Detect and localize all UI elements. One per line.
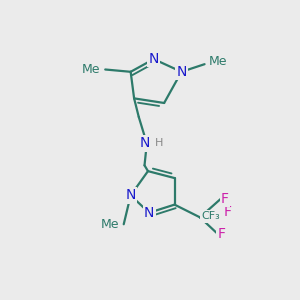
Text: Me: Me (100, 218, 119, 231)
Text: N: N (125, 188, 136, 203)
Text: Me: Me (82, 63, 100, 76)
Text: F: F (218, 226, 225, 241)
Text: N: N (139, 136, 150, 150)
Text: CF₃: CF₃ (202, 211, 220, 221)
Text: F: F (221, 192, 229, 206)
Text: N: N (148, 52, 159, 66)
Text: F: F (223, 205, 231, 219)
Text: Me: Me (209, 56, 228, 68)
Text: N: N (176, 65, 187, 79)
Text: N: N (144, 206, 154, 220)
Text: H: H (155, 138, 164, 148)
